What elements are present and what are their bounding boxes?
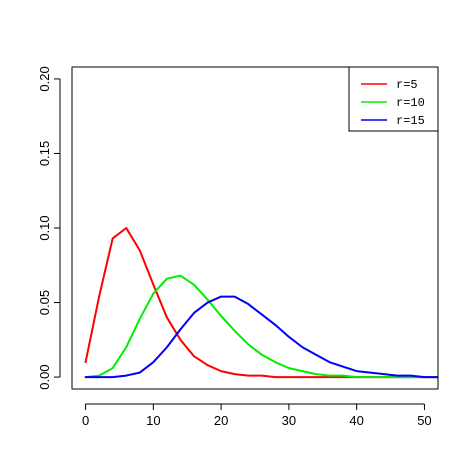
series-layer <box>84 227 438 379</box>
x-tick-label: 0 <box>82 413 89 428</box>
legend-label: r=15 <box>396 114 425 128</box>
series-line-3 <box>84 295 438 379</box>
y-tick-label: 0.10 <box>37 215 52 240</box>
legend: r=5 r=10 r=15 <box>348 66 439 132</box>
y-tick-label: 0.20 <box>37 66 52 91</box>
y-tick-label: 0.05 <box>37 290 52 315</box>
x-tick-label: 20 <box>214 413 228 428</box>
legend-label: r=5 <box>396 78 418 92</box>
x-tick-label: 30 <box>282 413 296 428</box>
y-tick-label: 0.15 <box>37 141 52 166</box>
series-line-2 <box>84 274 438 379</box>
axes-layer: 0 10 20 30 40 50 0.00 0.05 0.10 0.15 0.20 <box>37 66 432 428</box>
plot-frame <box>71 66 439 390</box>
y-tick-label: 0.00 <box>37 364 52 389</box>
x-tick-label: 10 <box>146 413 160 428</box>
x-tick-label: 50 <box>417 413 431 428</box>
legend-label: r=10 <box>396 96 425 110</box>
x-tick-label: 40 <box>349 413 363 428</box>
